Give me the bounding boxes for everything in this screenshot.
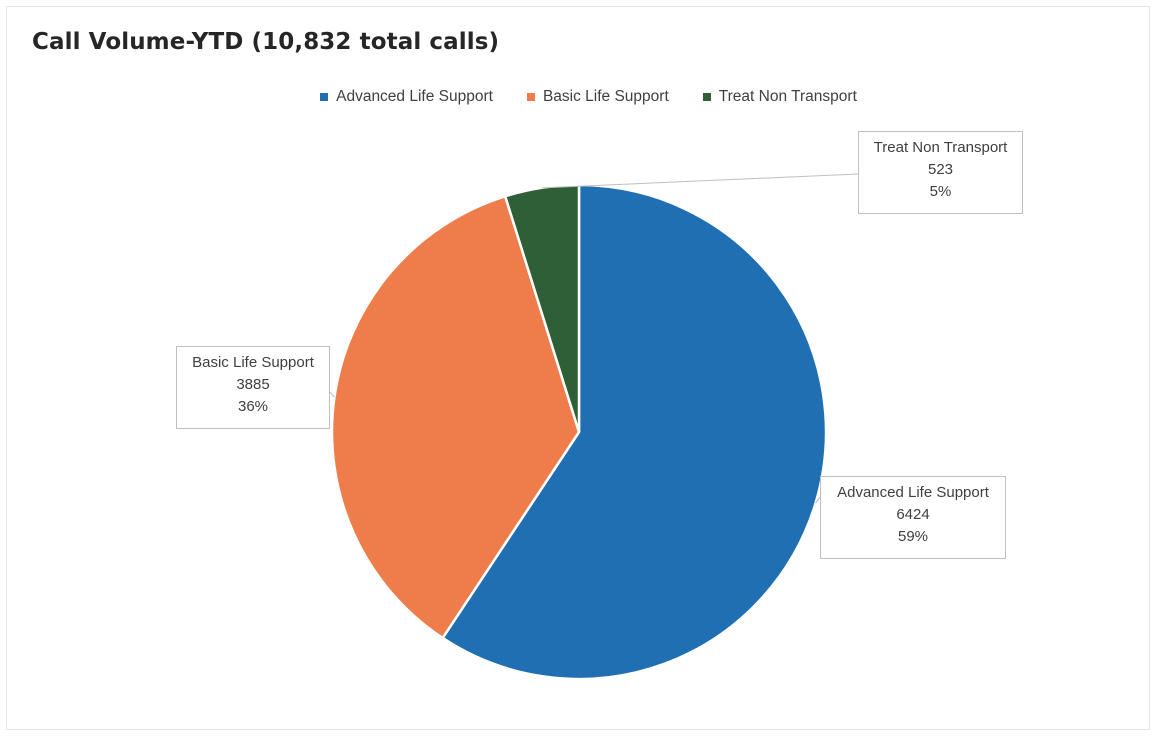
data-label-treat-non-transport: Treat Non Transport 523 5% — [858, 131, 1023, 214]
data-label-category: Advanced Life Support — [837, 484, 989, 501]
data-label-percent: 5% — [929, 183, 952, 200]
legend-label-advanced-life-support: Advanced Life Support — [336, 88, 493, 105]
data-label-basic-life-support: Basic Life Support 3885 36% — [176, 346, 330, 429]
legend-label-treat-non-transport: Treat Non Transport — [718, 88, 857, 105]
data-label-percent: 59% — [897, 528, 929, 545]
data-label-value: 523 — [927, 161, 954, 178]
legend-item-advanced-life-support: Advanced Life Support — [320, 88, 493, 106]
chart-title: Call Volume-YTD (10,832 total calls) — [32, 29, 500, 55]
legend-swatch-advanced-life-support — [320, 93, 329, 101]
data-label-category: Treat Non Transport — [873, 139, 1008, 156]
chart-legend: Advanced Life Support Basic Life Support… — [0, 88, 1157, 106]
pie-slice-advanced-life-support — [441, 183, 828, 681]
leader-line-basic-life-support — [329, 391, 335, 398]
data-label-category: Basic Life Support — [192, 354, 314, 371]
legend-label-basic-life-support: Basic Life Support — [542, 88, 669, 105]
legend-item-treat-non-transport: Treat Non Transport — [702, 88, 857, 106]
data-label-value: 6424 — [896, 506, 930, 523]
data-label-value: 3885 — [236, 376, 270, 393]
data-label-percent: 36% — [237, 398, 269, 415]
leader-line-advanced-life-support — [815, 496, 821, 504]
leader-line-treat-non-transport — [541, 173, 859, 189]
legend-item-basic-life-support: Basic Life Support — [526, 88, 669, 106]
legend-swatch-basic-life-support — [526, 93, 535, 101]
legend-swatch-treat-non-transport — [702, 93, 711, 101]
data-label-advanced-life-support: Advanced Life Support 6424 59% — [820, 476, 1006, 559]
pie-slice-basic-life-support — [330, 195, 581, 640]
